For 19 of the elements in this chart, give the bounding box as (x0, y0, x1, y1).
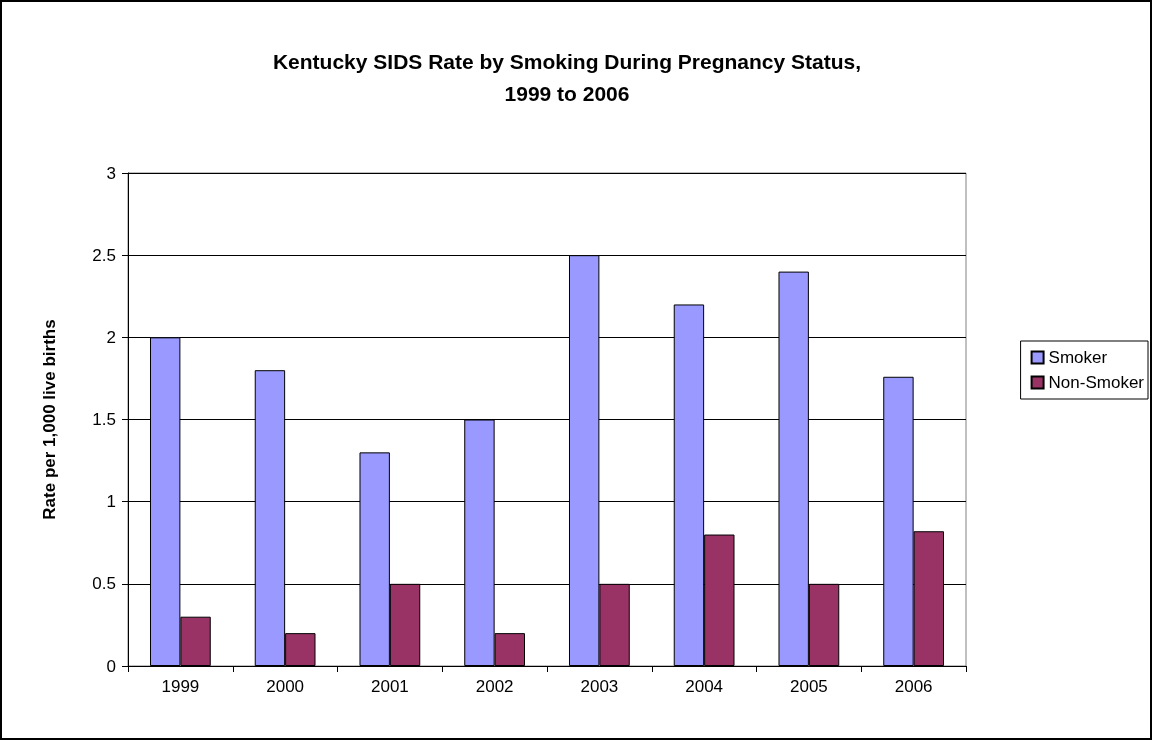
y-tick-label: 3 (106, 163, 116, 183)
legend-label: Smoker (1048, 348, 1108, 367)
y-tick-label: 1 (106, 492, 116, 512)
legend-label: Non-Smoker (1048, 373, 1145, 392)
y-tick-label: 2.5 (92, 245, 116, 265)
x-tick-label: 2001 (370, 677, 409, 696)
y-tick-label: 0 (106, 656, 116, 676)
y-tick-label: 1.5 (92, 410, 116, 429)
x-tick-label: 2003 (580, 677, 619, 696)
x-tick-label: 1999 (161, 677, 200, 696)
y-tick-label: 2 (106, 327, 116, 347)
x-tick-label: 2004 (685, 677, 724, 696)
chart-title: Kentucky SIDS Rate by Smoking During Pregnancy Status, 1999 to 2006 (272, 49, 862, 105)
x-tick-label: 2005 (789, 677, 828, 696)
x-tick-label: 2006 (894, 677, 933, 696)
x-tick-label: 2002 (475, 677, 514, 696)
y-tick-label: 0.5 (92, 574, 116, 594)
y-axis-title: Rate per 1,000 live births (40, 319, 59, 520)
x-tick-label: 2000 (266, 677, 305, 696)
